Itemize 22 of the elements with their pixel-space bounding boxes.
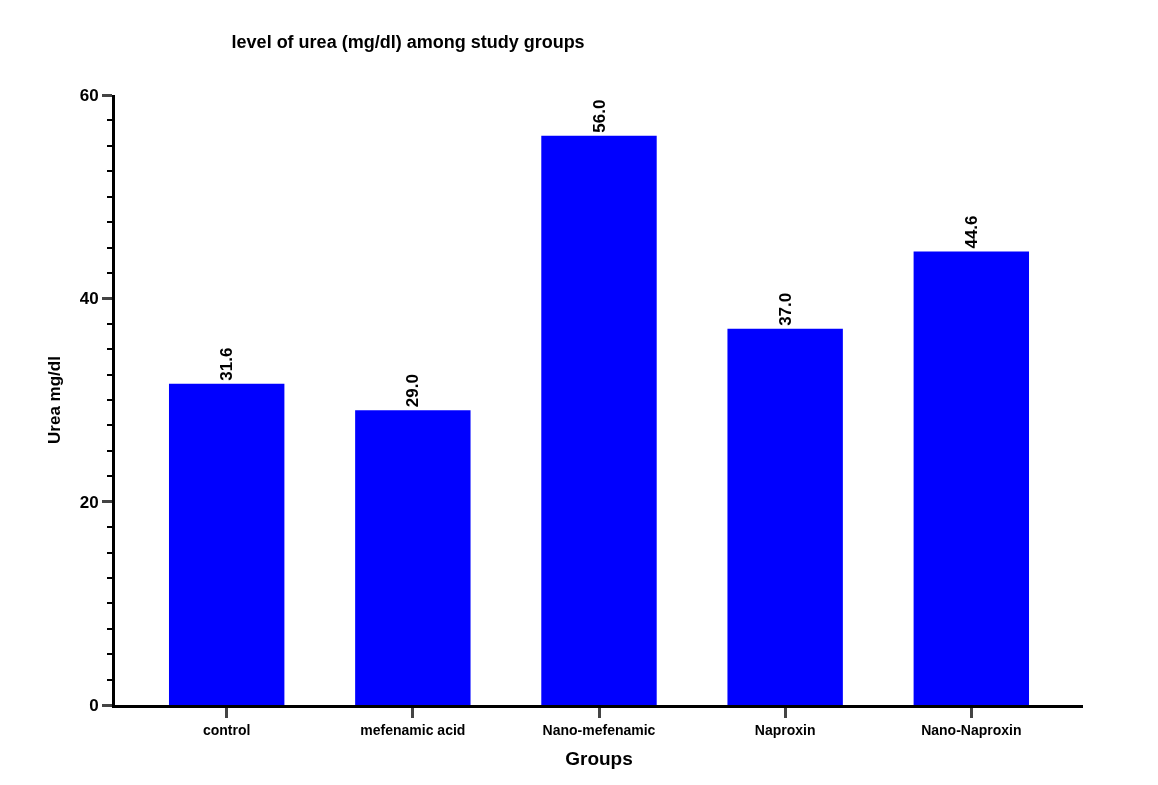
x-tick-label: Naproxin: [754, 721, 816, 738]
bar: [913, 251, 1030, 705]
x-axis-title: Groups: [565, 747, 633, 769]
data-label: 29.0: [403, 374, 423, 408]
y-tick-label: 60: [79, 85, 99, 105]
data-label: 56.0: [589, 99, 609, 133]
x-tick-label: Nano-mefenamic: [542, 721, 656, 738]
data-label: 31.6: [217, 347, 237, 381]
x-tick-label: control: [202, 721, 251, 738]
chart-title: level of urea (mg/dl) among study groups: [231, 31, 585, 52]
y-tick-label: 40: [79, 289, 99, 309]
data-label: 44.6: [961, 215, 981, 249]
x-tick-label: Nano-Naproxin: [921, 721, 1022, 738]
y-axis-title: Urea mg/dl: [45, 356, 65, 444]
x-tick-label: mefenamic acid: [360, 721, 466, 738]
data-label: 37.0: [775, 292, 795, 326]
bar: [727, 328, 843, 705]
bar: [541, 135, 657, 705]
y-tick-label: 20: [79, 492, 99, 512]
y-tick-label: 0: [89, 695, 99, 715]
bar: [168, 383, 285, 705]
bar: [355, 410, 471, 705]
